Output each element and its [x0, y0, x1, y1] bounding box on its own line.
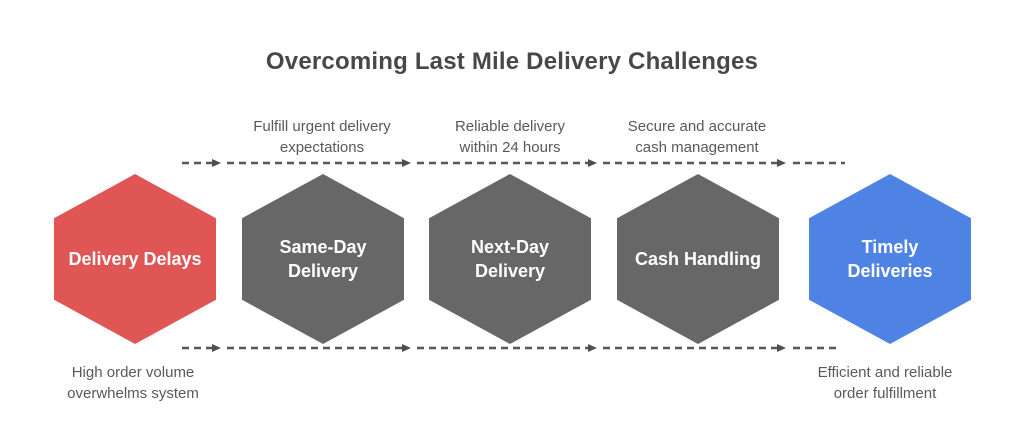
hexagon-label: Timely Deliveries [847, 236, 933, 281]
top-annotation-same-day: Fulfill urgent delivery expectations [253, 118, 391, 156]
hexagon-label: Cash Handling [634, 248, 761, 269]
hexagon-label: Next-Day Delivery [470, 236, 550, 281]
hexagon-same-day-delivery: Same-Day Delivery [242, 174, 404, 344]
diagram-title: Overcoming Last Mile Delivery Challenges [265, 48, 759, 75]
hexagon-label: Same-Day Delivery [279, 236, 367, 281]
hexagon-cash-handling: Cash Handling [617, 174, 779, 344]
hexagon-label: Delivery Delays [68, 248, 202, 269]
hexagon-next-day-delivery: Next-Day Delivery [429, 174, 591, 344]
bottom-annotation-delays: High order volume overwhelms system [67, 364, 199, 402]
top-annotation-cash: Secure and accurate cash management [627, 118, 767, 156]
top-annotation-next-day: Reliable delivery within 24 hours [454, 118, 566, 156]
hexagon-timely-deliveries: Timely Deliveries [809, 174, 971, 344]
hexagon-delivery-delays: Delivery Delays [54, 174, 216, 344]
bottom-annotation-timely: Efficient and reliable order fulfillment [817, 364, 953, 402]
